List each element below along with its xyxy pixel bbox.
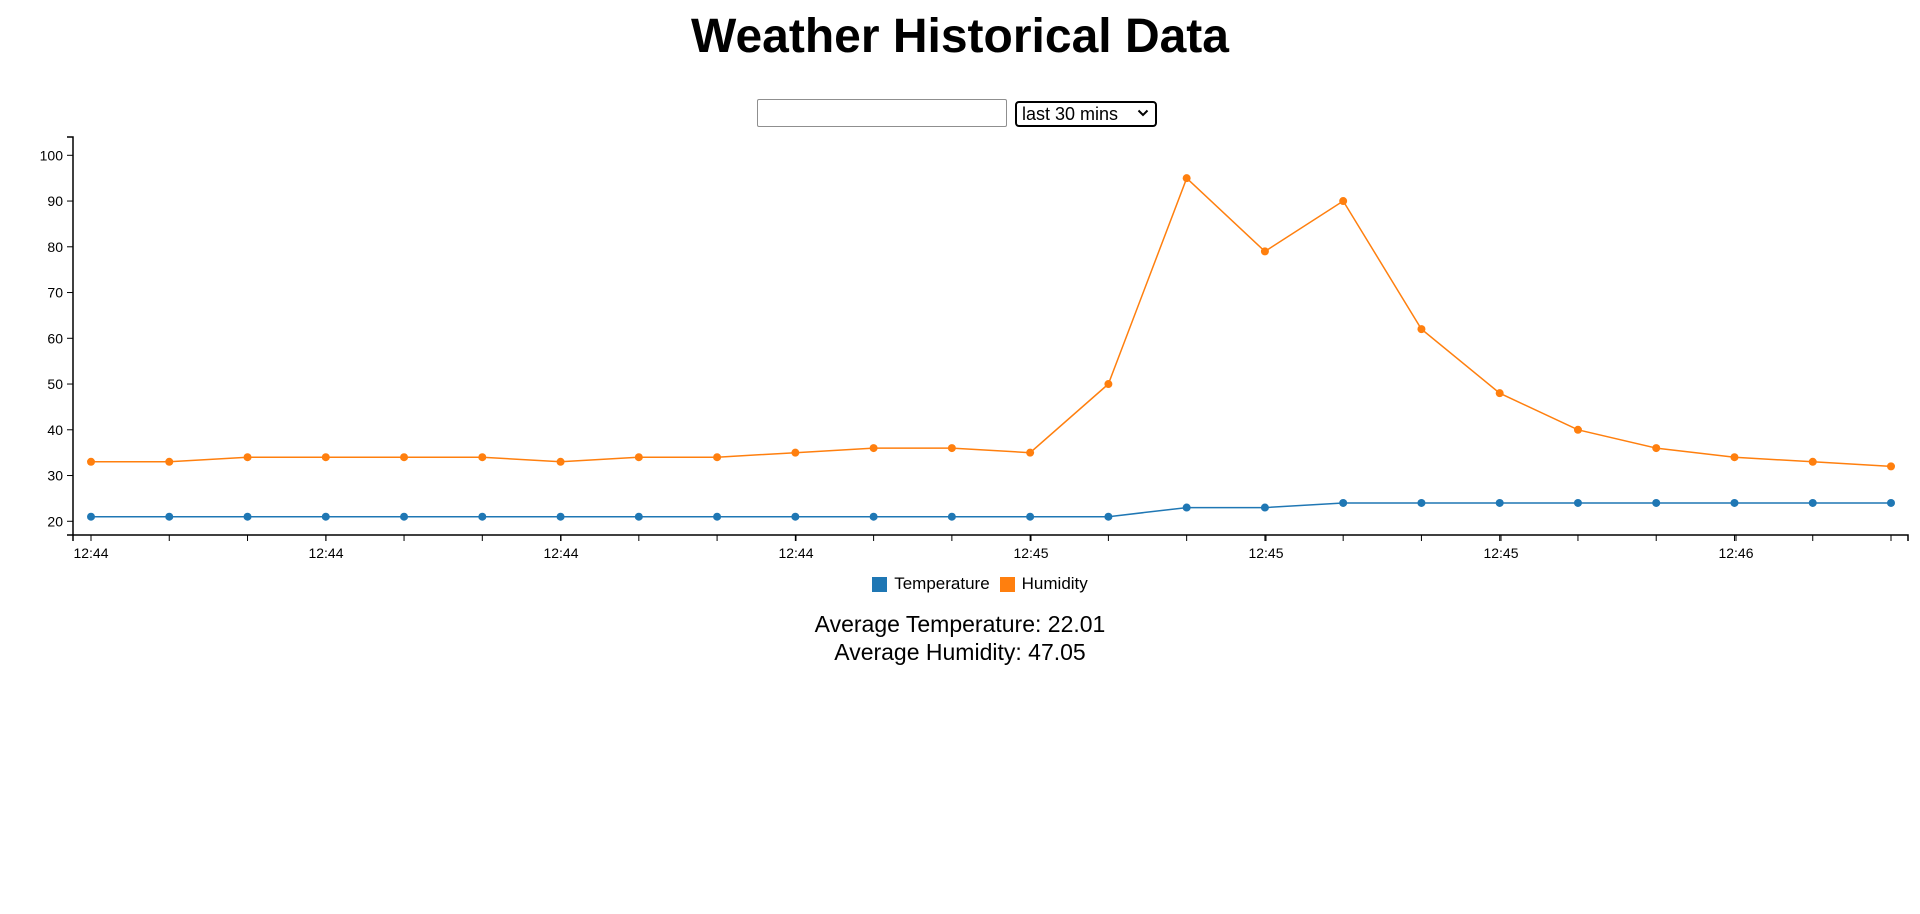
data-point-temperature[interactable] — [791, 512, 800, 521]
data-point-humidity[interactable] — [321, 453, 330, 462]
data-point-humidity[interactable] — [1495, 389, 1504, 398]
x-tick-label: 12:44 — [778, 545, 813, 560]
data-point-humidity[interactable] — [1808, 457, 1817, 466]
data-point-humidity[interactable] — [791, 448, 800, 457]
data-point-temperature[interactable] — [87, 512, 95, 521]
data-point-humidity[interactable] — [1730, 453, 1739, 462]
legend-item-humidity: Humidity — [999, 574, 1088, 594]
data-point-humidity[interactable] — [556, 457, 565, 466]
search-input[interactable] — [757, 99, 1007, 127]
legend-label-humidity: Humidity — [1021, 574, 1088, 593]
data-point-humidity[interactable] — [1417, 325, 1426, 334]
legend-swatch-humidity — [999, 576, 1015, 592]
data-point-temperature[interactable] — [1260, 503, 1269, 512]
x-tick-label: 12:45 — [1248, 545, 1283, 560]
data-point-temperature[interactable] — [556, 512, 565, 521]
controls: last 30 mins — [757, 97, 1157, 129]
data-point-temperature[interactable] — [1652, 498, 1661, 507]
legend-item-temperature: Temperature — [872, 574, 990, 594]
data-point-humidity[interactable] — [1652, 444, 1661, 453]
data-point-temperature[interactable] — [243, 512, 252, 521]
data-point-temperature[interactable] — [947, 512, 956, 521]
data-point-humidity[interactable] — [165, 457, 174, 466]
time-range-selected-value: last 30 mins — [1022, 103, 1119, 124]
data-point-humidity[interactable] — [634, 453, 643, 462]
data-point-humidity[interactable] — [869, 444, 878, 453]
x-tick-label: 12:45 — [1483, 545, 1518, 560]
chevron-down-icon — [1137, 109, 1149, 117]
data-point-temperature[interactable] — [1495, 498, 1504, 507]
time-range-select[interactable]: last 30 mins — [1015, 101, 1157, 127]
data-point-temperature[interactable] — [1573, 498, 1582, 507]
data-point-humidity[interactable] — [1182, 174, 1191, 183]
y-axis-line — [67, 136, 74, 536]
data-point-humidity[interactable] — [1104, 380, 1113, 389]
data-point-humidity[interactable] — [400, 453, 409, 462]
data-point-temperature[interactable] — [1339, 498, 1348, 507]
x-tick-label: 12:44 — [308, 545, 343, 560]
data-point-temperature[interactable] — [1730, 498, 1739, 507]
legend: Temperature Humidity — [0, 574, 1920, 594]
page-title: Weather Historical Data — [691, 10, 1229, 63]
data-point-humidity[interactable] — [1026, 448, 1035, 457]
data-point-temperature[interactable] — [165, 512, 174, 521]
legend-swatch-temperature — [872, 576, 888, 592]
y-tick-label: 20 — [47, 513, 63, 529]
y-tick-label: 60 — [47, 330, 63, 346]
data-point-humidity[interactable] — [1887, 462, 1895, 471]
data-point-temperature[interactable] — [869, 512, 878, 521]
x-tick-label: 12:44 — [73, 545, 108, 560]
data-point-temperature[interactable] — [1104, 512, 1113, 521]
x-tick-label: 12:44 — [543, 545, 578, 560]
data-point-temperature[interactable] — [1182, 503, 1191, 512]
y-tick-label: 70 — [47, 285, 63, 301]
line-chart: 20 30 40 50 60 70 80 90 100 12:44 12:44 12:44 12:44 1… — [40, 136, 1909, 560]
series-line-humidity — [91, 176, 1892, 468]
data-point-temperature[interactable] — [1887, 498, 1895, 507]
x-axis-line — [72, 534, 1909, 541]
y-tick-label: 50 — [47, 376, 63, 392]
y-tick-label: 100 — [40, 147, 64, 163]
averages-summary: Average Temperature: 22.01 Average Humid… — [0, 610, 1920, 666]
data-point-temperature[interactable] — [713, 512, 722, 521]
data-point-humidity[interactable] — [478, 453, 487, 462]
data-point-humidity[interactable] — [243, 453, 252, 462]
legend-label-temperature: Temperature — [894, 574, 990, 593]
average-temperature: Average Temperature: 22.01 — [814, 611, 1106, 637]
x-tick-label: 12:46 — [1718, 545, 1753, 560]
data-point-temperature[interactable] — [400, 512, 409, 521]
series-line-temperature — [91, 502, 1891, 518]
data-point-humidity[interactable] — [87, 457, 95, 466]
data-point-humidity[interactable] — [1573, 425, 1582, 434]
y-tick-label: 90 — [47, 193, 63, 209]
data-point-temperature[interactable] — [1026, 512, 1035, 521]
y-tick-label: 80 — [47, 239, 63, 255]
data-point-temperature[interactable] — [634, 512, 643, 521]
x-tick-label: 12:45 — [1013, 545, 1048, 560]
y-tick-label: 30 — [47, 468, 63, 484]
average-humidity: Average Humidity: 47.05 — [834, 639, 1086, 665]
data-point-humidity[interactable] — [947, 444, 956, 453]
data-point-humidity[interactable] — [713, 453, 722, 462]
data-point-temperature[interactable] — [1417, 498, 1426, 507]
data-point-humidity[interactable] — [1260, 247, 1269, 256]
data-point-temperature[interactable] — [1808, 498, 1817, 507]
data-point-temperature[interactable] — [478, 512, 487, 521]
data-point-humidity[interactable] — [1339, 197, 1348, 206]
data-point-temperature[interactable] — [321, 512, 330, 521]
y-tick-label: 40 — [47, 422, 63, 438]
